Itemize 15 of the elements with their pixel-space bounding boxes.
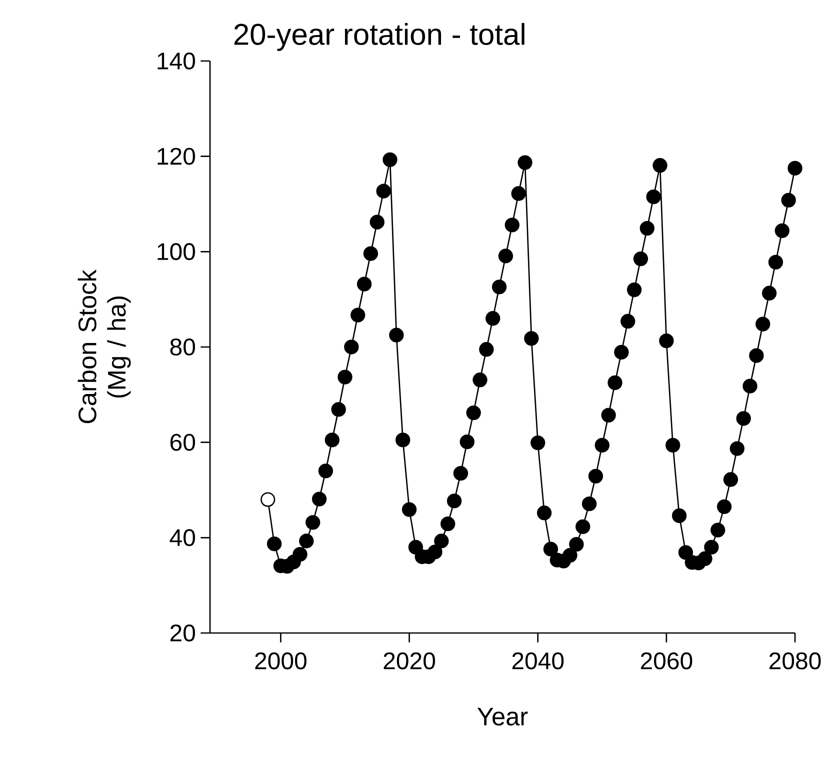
x-tick-label: 2060 <box>640 652 692 670</box>
y-tick-label: 140 <box>158 52 196 70</box>
x-tick-label: 2080 <box>770 652 821 670</box>
x-tick-label: 2040 <box>512 652 564 670</box>
y-tick-label: 80 <box>170 338 196 356</box>
y-tick-label: 100 <box>158 243 196 260</box>
x-axis-title: Year <box>477 708 528 726</box>
y-tick-label: 40 <box>170 529 196 546</box>
y-axis-title: Carbon Stock (Mg / ha) <box>78 270 131 424</box>
y-tick-label: 120 <box>158 148 196 165</box>
chart-title: 20-year rotation - total <box>234 22 524 51</box>
x-tick-label: 2020 <box>384 652 436 670</box>
x-tick-label: 2000 <box>255 652 306 670</box>
y-tick-label: 60 <box>170 434 196 451</box>
y-tick-label: 20 <box>170 624 196 642</box>
